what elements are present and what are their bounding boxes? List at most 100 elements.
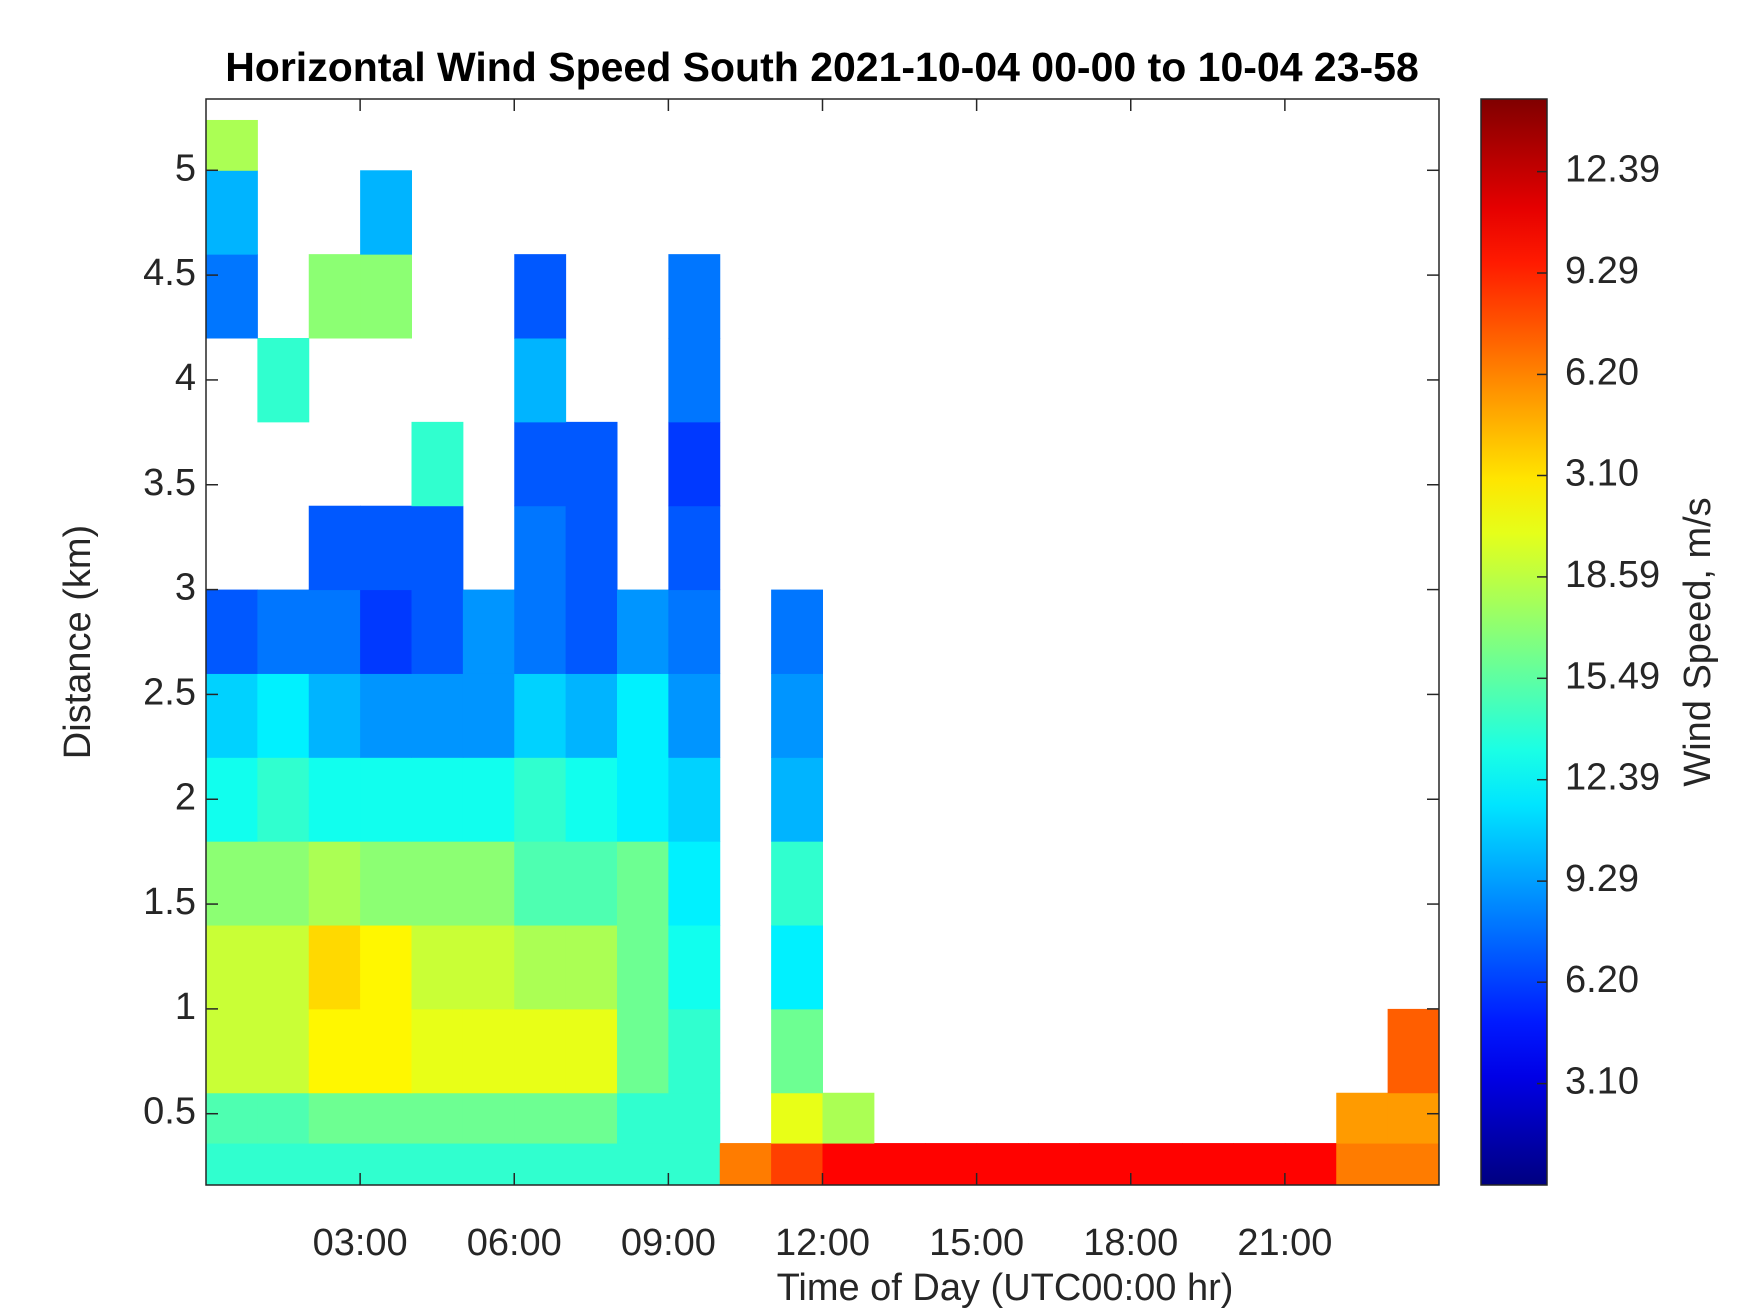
heat-cell	[771, 1143, 823, 1186]
heat-cell	[360, 673, 412, 758]
heat-cell	[1028, 1143, 1080, 1186]
y-tick-label: 3.5	[143, 462, 196, 504]
x-tick-label: 12:00	[775, 1222, 870, 1264]
heat-cell	[1130, 1143, 1183, 1186]
heat-cell	[668, 841, 721, 926]
heat-cell	[514, 505, 567, 591]
heat-cell	[308, 1092, 361, 1144]
heat-cell	[514, 673, 567, 758]
heat-cell	[411, 925, 464, 1010]
heat-cell	[668, 421, 721, 507]
heat-cell	[771, 841, 823, 926]
heat-cell	[308, 505, 361, 591]
y-tick-label: 4.5	[143, 252, 196, 294]
heat-cell	[257, 1143, 310, 1186]
heat-cell	[976, 1143, 1029, 1186]
heat-cell	[206, 589, 258, 674]
heat-cell	[462, 1008, 515, 1094]
colorbar-tick-label: 6.20	[1565, 959, 1639, 1001]
heat-cell	[308, 1143, 361, 1186]
heat-cell	[1336, 1143, 1389, 1186]
heat-cell	[308, 757, 361, 842]
heat-cell	[514, 757, 567, 842]
heat-cell	[411, 1092, 464, 1144]
y-tick-label: 2	[175, 776, 196, 818]
heat-cell	[257, 925, 310, 1010]
y-tick-label: 4	[175, 357, 196, 399]
heat-cell	[411, 589, 464, 674]
x-tick-label: 03:00	[313, 1222, 408, 1264]
heat-cell	[206, 841, 258, 926]
heat-cell	[771, 1008, 823, 1094]
heat-cell	[617, 589, 669, 674]
heat-cell	[308, 841, 361, 926]
heat-cell	[514, 254, 567, 339]
y-tick-label: 1	[175, 986, 196, 1028]
heat-cell	[462, 673, 515, 758]
heat-cell	[617, 841, 669, 926]
heat-cell	[1079, 1143, 1132, 1186]
heat-cell	[308, 925, 361, 1010]
heat-cell	[257, 841, 310, 926]
chart-title: Horizontal Wind Speed South 2021-10-04 0…	[225, 44, 1419, 90]
heat-cell	[719, 1143, 772, 1186]
heat-cell	[308, 589, 361, 674]
heat-cell	[668, 1143, 721, 1186]
heat-cell	[617, 1008, 669, 1094]
x-tick-label: 09:00	[621, 1222, 716, 1264]
heat-cell	[360, 1008, 412, 1094]
heat-cell	[360, 254, 412, 339]
heat-cell	[1387, 1143, 1440, 1186]
heat-cell	[668, 757, 721, 842]
heat-cell	[206, 925, 258, 1010]
heat-cell	[360, 589, 412, 674]
x-tick-label: 18:00	[1083, 1222, 1178, 1264]
heat-cell	[565, 589, 618, 674]
heat-cell	[822, 1092, 875, 1144]
heat-cell	[206, 119, 258, 171]
heat-cell	[308, 254, 361, 339]
heat-cell	[360, 170, 412, 255]
x-axis-label: Time of Day (UTC00:00 hr)	[777, 1267, 1234, 1309]
heat-cell	[771, 925, 823, 1010]
heat-cell	[257, 338, 310, 423]
heat-cell	[411, 1008, 464, 1094]
heat-cell	[514, 421, 567, 507]
colorbar-tick-label: 9.29	[1565, 858, 1639, 900]
heat-cell	[565, 925, 618, 1010]
heat-cell	[462, 925, 515, 1010]
heat-cell	[1182, 1143, 1234, 1186]
heat-cell	[411, 505, 464, 591]
heat-cell	[1284, 1143, 1337, 1186]
heat-cell	[308, 1008, 361, 1094]
heat-cell	[668, 505, 721, 591]
heat-cell	[360, 1092, 412, 1144]
heat-cell	[514, 841, 567, 926]
heat-cell	[411, 841, 464, 926]
heat-cell	[617, 1092, 669, 1144]
heat-cell	[411, 673, 464, 758]
heat-cell	[308, 673, 361, 758]
colorbar-tick-label: 9.29	[1565, 250, 1639, 292]
heat-cell	[1387, 1092, 1440, 1144]
heat-cell	[565, 841, 618, 926]
heat-cell	[514, 1008, 567, 1094]
heat-cell	[822, 1143, 875, 1186]
heat-cell	[668, 1092, 721, 1144]
heat-cell	[411, 1143, 464, 1186]
colorbar-label: Wind Speed, m/s	[1677, 497, 1719, 786]
heat-cell	[257, 589, 310, 674]
heat-cell	[257, 1008, 310, 1094]
x-tick-label: 15:00	[929, 1222, 1024, 1264]
heat-cell	[257, 673, 310, 758]
heat-cell	[462, 757, 515, 842]
colorbar-tick-label: 3.10	[1565, 453, 1639, 495]
heat-cell	[360, 757, 412, 842]
heat-cell	[771, 673, 823, 758]
heat-cell	[411, 757, 464, 842]
colorbar-tick-label: 3.10	[1565, 1061, 1639, 1103]
heat-cell	[565, 1143, 618, 1186]
heat-cell	[514, 1092, 567, 1144]
heat-cell	[925, 1143, 978, 1186]
